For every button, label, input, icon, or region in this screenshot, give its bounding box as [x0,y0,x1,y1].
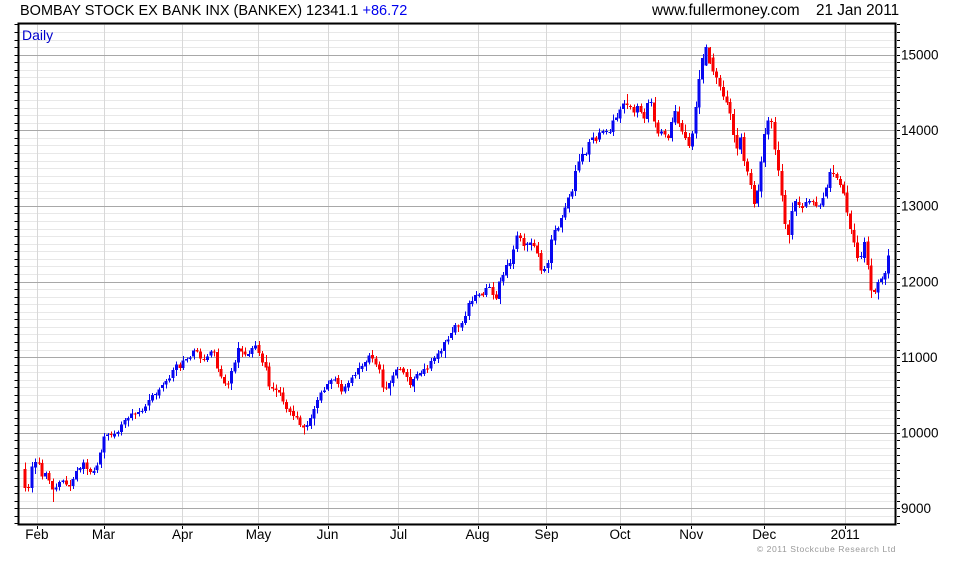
svg-text:www.fullermoney.com: www.fullermoney.com [651,2,800,19]
svg-text:Sep: Sep [534,527,558,542]
svg-text:Apr: Apr [172,527,194,542]
svg-text:Nov: Nov [679,527,703,542]
svg-text:Oct: Oct [609,527,630,542]
svg-text:12000: 12000 [901,274,939,289]
svg-text:14000: 14000 [901,123,939,138]
svg-text:Jul: Jul [390,527,407,542]
svg-text:11000: 11000 [901,350,938,365]
svg-text:© 2011 Stockcube Research Ltd: © 2011 Stockcube Research Ltd [757,544,896,554]
svg-text:Dec: Dec [752,527,776,542]
svg-text:13000: 13000 [901,199,939,214]
svg-text:May: May [246,527,272,542]
svg-text:Jun: Jun [317,527,339,542]
svg-text:21 Jan 2011: 21 Jan 2011 [816,2,899,19]
svg-text:Aug: Aug [465,527,489,542]
svg-text:9000: 9000 [901,501,931,516]
svg-text:2011: 2011 [831,527,860,542]
svg-text:15000: 15000 [901,48,939,63]
svg-text:Daily: Daily [22,27,53,43]
svg-text:BOMBAY STOCK EX BANK INX (BANK: BOMBAY STOCK EX BANK INX (BANKEX) 12341.… [20,3,407,19]
svg-text:10000: 10000 [901,426,939,441]
svg-text:Mar: Mar [92,527,116,542]
svg-text:Feb: Feb [25,527,48,542]
